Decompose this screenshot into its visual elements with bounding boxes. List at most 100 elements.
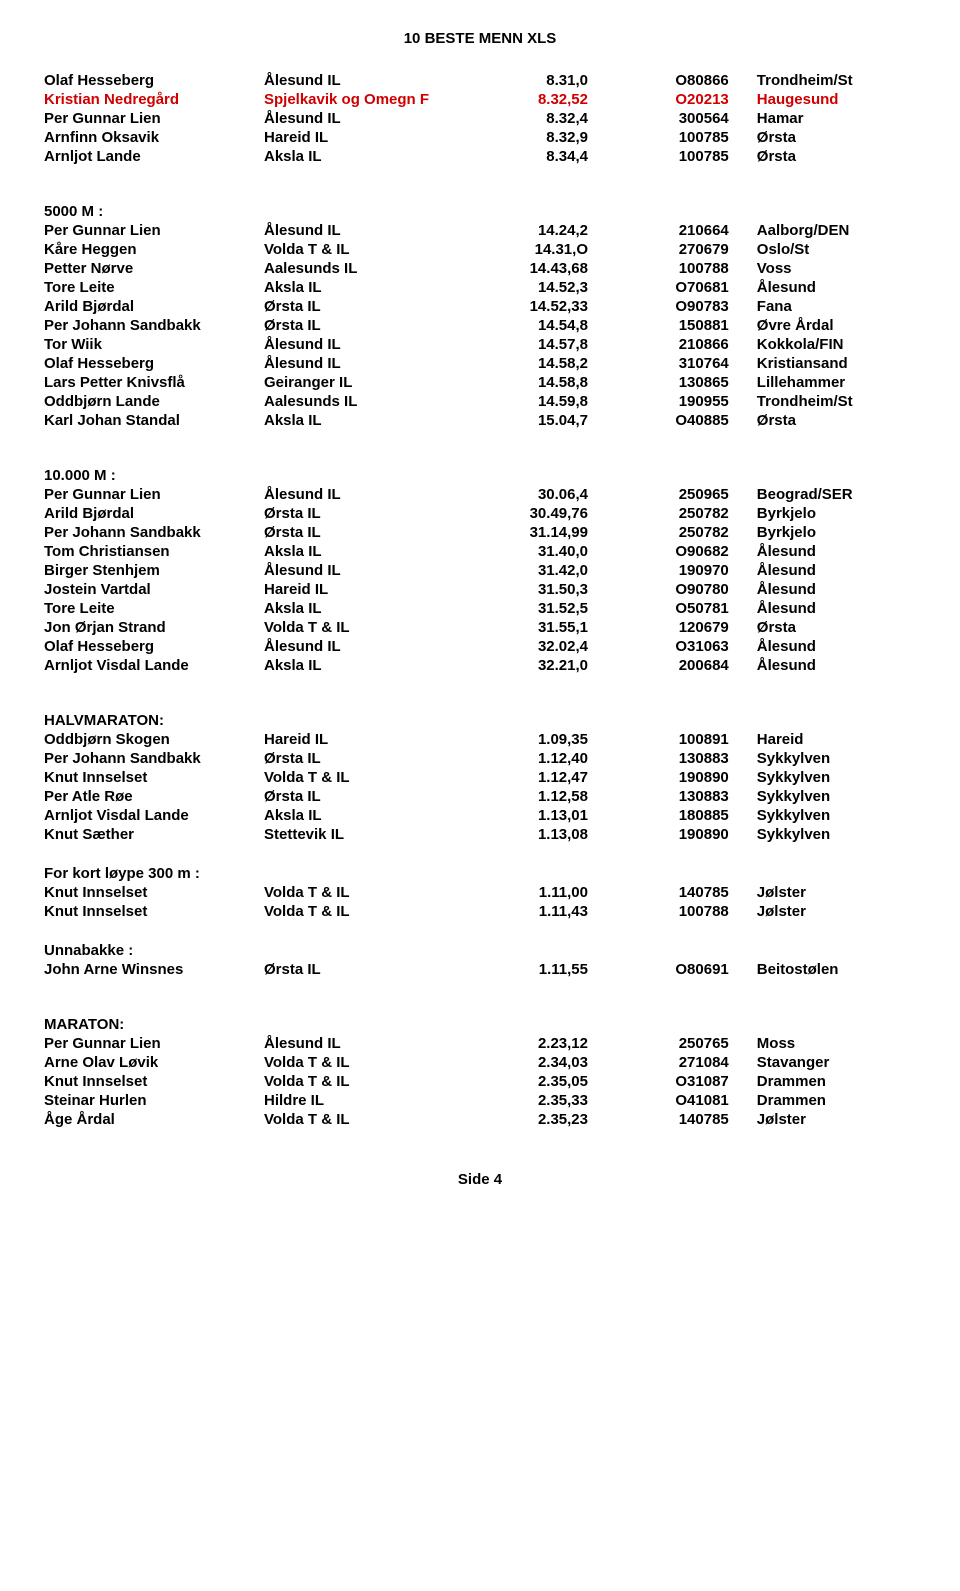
table-row: Olaf HessebergÅlesund IL32.02,4O31063Åle… [40, 637, 920, 656]
location-name: Ålesund [753, 580, 920, 599]
table-row: Arild BjørdalØrsta IL30.49,76250782Byrkj… [40, 504, 920, 523]
table-row: Olaf HessebergÅlesund IL14.58,2310764Kri… [40, 354, 920, 373]
table-row: Arnljot Visdal LandeAksla IL1.13,0118088… [40, 806, 920, 825]
result-value: 2.35,23 [471, 1110, 612, 1129]
result-code: O40885 [612, 411, 753, 430]
location-name: Kokkola/FIN [753, 335, 920, 354]
table-row: Kristian NedregårdSpjelkavik og Omegn F8… [40, 90, 920, 109]
athlete-name: Lars Petter Knivsflå [40, 373, 260, 392]
location-name: Haugesund [753, 90, 920, 109]
location-name: Øvre Årdal [753, 316, 920, 335]
section-gap [40, 430, 920, 466]
athlete-name: Knut Sæther [40, 825, 260, 844]
result-value: 14.58,2 [471, 354, 612, 373]
athlete-name: Per Johann Sandbakk [40, 749, 260, 768]
club-name: Ørsta IL [260, 297, 471, 316]
club-name: Ørsta IL [260, 787, 471, 806]
club-name: Volda T & IL [260, 618, 471, 637]
result-code: 100785 [612, 147, 753, 166]
result-value: 8.34,4 [471, 147, 612, 166]
location-name: Aalborg/DEN [753, 221, 920, 240]
page-title: 10 BESTE MENN XLS [40, 30, 920, 47]
result-code: 310764 [612, 354, 753, 373]
table-row: Knut InnselsetVolda T & IL1.11,00140785J… [40, 883, 920, 902]
location-name: Sykkylven [753, 825, 920, 844]
location-name: Kristiansand [753, 354, 920, 373]
table-row: Tor WiikÅlesund IL14.57,8210866Kokkola/F… [40, 335, 920, 354]
location-name: Sykkylven [753, 749, 920, 768]
location-name: Byrkjelo [753, 504, 920, 523]
location-name: Fana [753, 297, 920, 316]
section-header: 10.000 M : [40, 466, 920, 485]
result-value: 14.59,8 [471, 392, 612, 411]
section-gap [40, 675, 920, 711]
location-name: Sykkylven [753, 768, 920, 787]
result-code: 190890 [612, 768, 753, 787]
result-value: 14.52,33 [471, 297, 612, 316]
result-value: 1.09,35 [471, 730, 612, 749]
athlete-name: Kåre Heggen [40, 240, 260, 259]
athlete-name: Olaf Hesseberg [40, 637, 260, 656]
athlete-name: Tom Christiansen [40, 542, 260, 561]
result-code: 250782 [612, 523, 753, 542]
table-row: Steinar HurlenHildre IL2.35,33O41081Dram… [40, 1091, 920, 1110]
result-value: 14.54,8 [471, 316, 612, 335]
result-value: 1.11,43 [471, 902, 612, 921]
table-row: Oddbjørn SkogenHareid IL1.09,35100891Har… [40, 730, 920, 749]
location-name: Jølster [753, 883, 920, 902]
result-code: O70681 [612, 278, 753, 297]
section-gap [40, 979, 920, 1015]
table-row: Petter NørveAalesunds IL14.43,68100788Vo… [40, 259, 920, 278]
result-code: O90682 [612, 542, 753, 561]
location-name: Trondheim/St [753, 71, 920, 90]
club-name: Volda T & IL [260, 902, 471, 921]
location-name: Drammen [753, 1072, 920, 1091]
result-value: 31.52,5 [471, 599, 612, 618]
table-row: Birger StenhjemÅlesund IL31.42,0190970Ål… [40, 561, 920, 580]
result-code: 190890 [612, 825, 753, 844]
athlete-name: Tore Leite [40, 278, 260, 297]
location-name: Hamar [753, 109, 920, 128]
result-code: 100788 [612, 259, 753, 278]
club-name: Volda T & IL [260, 1072, 471, 1091]
location-name: Ålesund [753, 278, 920, 297]
club-name: Geiranger IL [260, 373, 471, 392]
club-name: Aksla IL [260, 278, 471, 297]
athlete-name: Tore Leite [40, 599, 260, 618]
result-value: 1.11,00 [471, 883, 612, 902]
result-code: 210866 [612, 335, 753, 354]
table-row: Knut InnselsetVolda T & IL1.12,47190890S… [40, 768, 920, 787]
location-name: Sykkylven [753, 806, 920, 825]
result-code: 130883 [612, 787, 753, 806]
table-row: Arnljot Visdal LandeAksla IL32.21,020068… [40, 656, 920, 675]
club-name: Aksla IL [260, 599, 471, 618]
club-name: Aksla IL [260, 542, 471, 561]
result-code: O80866 [612, 71, 753, 90]
athlete-name: Per Johann Sandbakk [40, 523, 260, 542]
location-name: Oslo/St [753, 240, 920, 259]
athlete-name: Arnljot Visdal Lande [40, 806, 260, 825]
result-value: 8.32,52 [471, 90, 612, 109]
result-code: O50781 [612, 599, 753, 618]
location-name: Beograd/SER [753, 485, 920, 504]
club-name: Volda T & IL [260, 240, 471, 259]
result-code: 190970 [612, 561, 753, 580]
page-footer: Side 4 [40, 1171, 920, 1188]
result-code: 100788 [612, 902, 753, 921]
result-code: O31087 [612, 1072, 753, 1091]
athlete-name: Jostein Vartdal [40, 580, 260, 599]
club-name: Ålesund IL [260, 354, 471, 373]
result-value: 14.43,68 [471, 259, 612, 278]
athlete-name: Per Gunnar Lien [40, 1034, 260, 1053]
section-header: For kort løype 300 m : [40, 864, 920, 883]
table-row: Per Gunnar LienÅlesund IL30.06,4250965Be… [40, 485, 920, 504]
result-code: O90783 [612, 297, 753, 316]
location-name: Trondheim/St [753, 392, 920, 411]
club-name: Ålesund IL [260, 335, 471, 354]
athlete-name: Petter Nørve [40, 259, 260, 278]
athlete-name: Arnfinn Oksavik [40, 128, 260, 147]
table-row: Tore LeiteAksla IL14.52,3O70681Ålesund [40, 278, 920, 297]
location-name: Drammen [753, 1091, 920, 1110]
table-row: Per Johann SandbakkØrsta IL1.12,40130883… [40, 749, 920, 768]
table-row: Lars Petter KnivsflåGeiranger IL14.58,81… [40, 373, 920, 392]
